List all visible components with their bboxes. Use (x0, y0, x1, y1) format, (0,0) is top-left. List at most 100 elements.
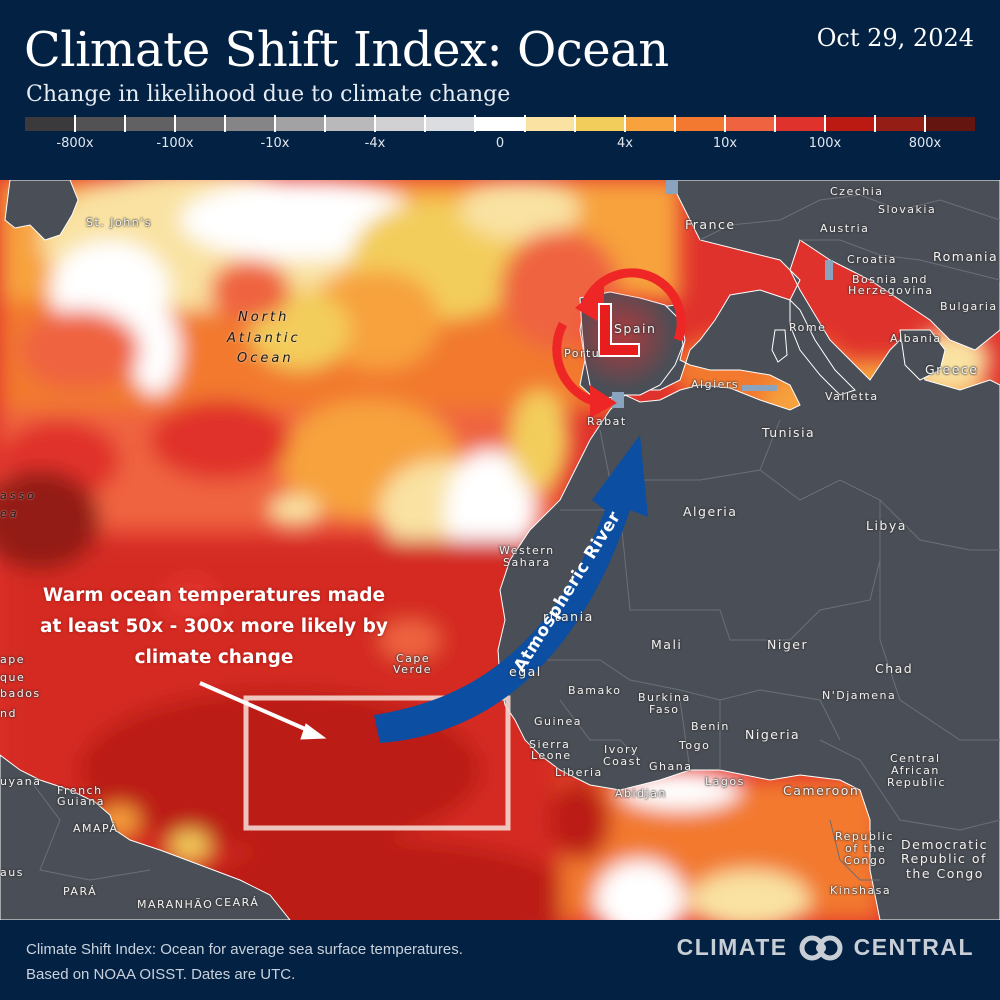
place-label-que: que (0, 671, 26, 684)
place-label-aus: aus (0, 866, 24, 879)
place-label-austria: Austria (820, 222, 870, 235)
ocean-label-atlantic: Atlantic (227, 331, 301, 346)
map[interactable]: North Atlantic Ocean asso ea St. John's C… (0, 180, 1000, 920)
legend-swatch (874, 115, 925, 132)
pointer-arrow (199, 681, 327, 740)
color-scale-legend (25, 115, 975, 132)
subtitle: Change in likelihood due to climate chan… (26, 82, 511, 107)
place-label-ivory: Ivory (604, 743, 640, 756)
place-label-drc-2: Republic of (901, 851, 987, 866)
legend-tick (674, 115, 676, 132)
legend-swatch (524, 115, 575, 132)
place-label-herzegovina: Herzegovina (848, 284, 934, 297)
atmospheric-river-arrow (374, 435, 648, 743)
low-pressure-letter-icon (598, 303, 640, 357)
legend-swatch (724, 115, 775, 132)
place-label-burkina: Burkina (638, 691, 691, 704)
place-label-romania: Romania (933, 249, 999, 264)
legend-tick (224, 115, 226, 132)
place-label-central: Central (890, 752, 941, 765)
place-label-rep-congo-3: Congo (844, 854, 887, 867)
legend-tick (524, 115, 526, 132)
legend-swatch (324, 115, 375, 132)
place-label-bosnia: Bosnia and (852, 273, 928, 286)
place-label-niger: Niger (767, 637, 809, 652)
legend-swatch (924, 115, 975, 132)
ocean-label-north: North (238, 310, 290, 325)
place-label-algeria: Algeria (683, 504, 738, 519)
map-base-layer (0, 180, 1000, 920)
place-label-rep-congo-2: of the (845, 842, 887, 855)
place-label-portugal: Portu (564, 347, 601, 360)
place-label-rep-congo-1: Republic (835, 830, 895, 843)
place-label-mauritania: ritania (543, 609, 594, 624)
legend-swatch (124, 115, 175, 132)
legend-swatch (474, 115, 525, 132)
annotation-text: Warm ocean temperatures made at least 50… (14, 580, 414, 673)
place-label-senegal: egal (509, 664, 542, 679)
place-label-ceara: CEARÁ (215, 896, 260, 909)
legend-swatch (224, 115, 275, 132)
annotation-line-2: at least 50x - 300x more likely by (40, 616, 388, 637)
place-label-benin: Benin (691, 720, 730, 733)
legend-tick (624, 115, 626, 132)
place-label-para: PARÁ (63, 885, 98, 898)
place-label-slovakia: Slovakia (878, 203, 937, 216)
legend-tick (124, 115, 126, 132)
legend-swatch (774, 115, 825, 132)
place-label-czechia: Czechia (830, 185, 884, 198)
logo-word-left: CLIMATE (676, 934, 788, 960)
sst-field (0, 180, 1000, 920)
place-label-drc-3: the Congo (906, 866, 984, 881)
legend-swatch (624, 115, 675, 132)
place-label-guiana: Guiana (57, 795, 106, 808)
place-label-togo: Togo (679, 739, 711, 752)
place-label-st-johns: St. John's (86, 216, 152, 229)
place-label-uyana: uyana (0, 775, 42, 788)
legend-tick (574, 115, 576, 132)
place-label-nigeria: Nigeria (745, 727, 801, 742)
legend-label: 0 (495, 136, 505, 151)
place-label-france: France (685, 217, 736, 232)
legend-label: 4x (617, 136, 633, 151)
place-label-guinea: Guinea (534, 715, 583, 728)
ocean-label-sargasso-2: ea (0, 507, 20, 520)
ocean-label-ocean: Ocean (237, 351, 294, 366)
place-label-western: Western (499, 544, 555, 557)
legend-swatch (74, 115, 125, 132)
place-label-liberia: Liberia (555, 766, 603, 779)
date-label: Oct 29, 2024 (816, 24, 974, 52)
legend-tick (374, 115, 376, 132)
place-label-algiers: Algiers (691, 378, 740, 391)
place-label-tunisia: Tunisia (762, 425, 816, 440)
place-label-mali: Mali (651, 637, 683, 652)
place-label-kinshasa: Kinshasa (830, 884, 892, 897)
low-pressure-system (552, 268, 686, 418)
annotation-line-1: Warm ocean temperatures made (42, 585, 386, 606)
place-label-rabat: Rabat (587, 415, 627, 428)
place-label-bados: bados (0, 687, 41, 700)
legend-tick (274, 115, 276, 132)
place-label-verde: Verde (393, 663, 433, 676)
place-label-ape: ape (0, 653, 25, 666)
place-label-spain: Spain (614, 321, 657, 336)
legend-swatch (374, 115, 425, 132)
legend-label: -10x (260, 136, 290, 151)
legend-label: 800x (908, 136, 942, 151)
legend-swatch (274, 115, 325, 132)
footer: Climate Shift Index: Ocean for average s… (0, 920, 1000, 1000)
legend-tick (924, 115, 926, 132)
legend-label: -100x (156, 136, 194, 151)
legend-tick (824, 115, 826, 132)
legend-tick (174, 115, 176, 132)
footer-note: Climate Shift Index: Ocean for average s… (26, 937, 463, 987)
place-label-nd: nd (0, 707, 17, 720)
place-label-drc-1: Democratic (901, 837, 989, 852)
place-label-cameroon: Cameroon (783, 783, 860, 798)
place-label-amapa: AMAPÁ (73, 822, 119, 835)
logo-rings-icon (799, 935, 843, 960)
legend-label: -4x (364, 136, 386, 151)
color-scale-labels: -800x -100x -10x -4x 0 4x 10x 100x 800x (25, 136, 975, 154)
legend-tick (424, 115, 426, 132)
legend-swatch (674, 115, 725, 132)
